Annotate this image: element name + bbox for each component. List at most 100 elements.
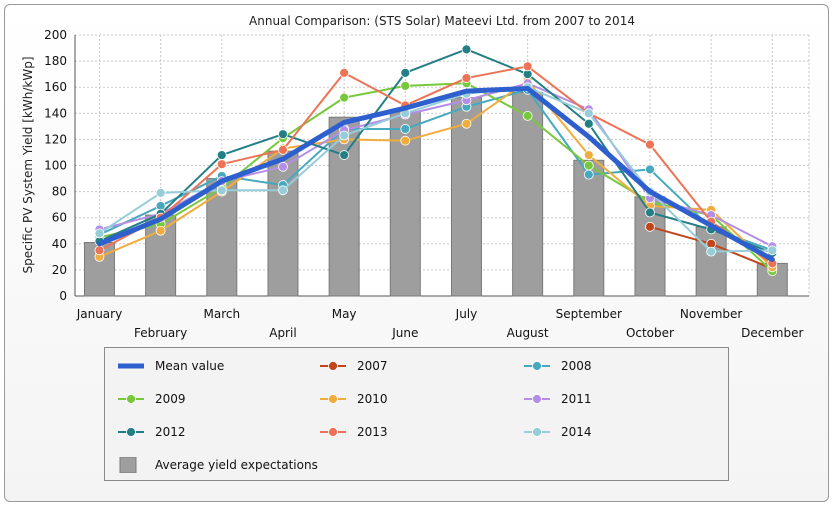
y-tick-label: 0 <box>59 289 67 303</box>
series-point-2010 <box>155 225 166 236</box>
legend-item: 2007 <box>317 357 388 375</box>
series-point-2012 <box>400 67 411 78</box>
series-point-2008 <box>583 169 594 180</box>
chart-legend: Mean value 2007 2008 2009 2010 2011 2012 2013 20… <box>104 347 729 481</box>
series-point-2014 <box>94 228 105 239</box>
bar-average-yield <box>695 226 727 297</box>
legend-swatch <box>115 457 147 473</box>
series-point-2012 <box>339 150 350 160</box>
legend-item: 2011 <box>521 390 592 408</box>
series-line-2014 <box>98 86 773 253</box>
legend-label: 2008 <box>561 359 592 373</box>
series-point-2013 <box>216 159 227 170</box>
y-tick-label: 100 <box>44 159 67 173</box>
x-tick-label: August <box>507 326 549 340</box>
y-tick-label: 200 <box>44 28 67 42</box>
legend-label: 2007 <box>357 359 388 373</box>
series-point-2014 <box>706 246 717 257</box>
legend-item: 2012 <box>115 423 186 441</box>
series-point-2009 <box>583 160 594 171</box>
series-point-2010 <box>400 135 411 146</box>
legend-item: 2009 <box>115 390 186 408</box>
x-tick-label: June <box>391 326 418 340</box>
series-point-2014 <box>278 185 288 196</box>
x-tick-label: October <box>626 326 674 340</box>
series-point-2012 <box>461 44 472 55</box>
series-point-2009 <box>400 80 411 91</box>
y-tick-label: 20 <box>52 263 67 277</box>
series-line-2012 <box>99 48 773 254</box>
legend-item: 2010 <box>317 390 388 408</box>
series-point-2009 <box>522 111 533 121</box>
legend-item: 2014 <box>521 423 592 441</box>
series-point-2013 <box>645 139 655 150</box>
legend-label: 2010 <box>357 392 388 406</box>
legend-item: 2008 <box>521 357 592 375</box>
series-point-2013 <box>461 73 472 83</box>
legend-swatch <box>317 424 349 440</box>
x-tick-label: November <box>680 307 742 321</box>
bar-average-yield <box>267 150 299 297</box>
legend-item: Average yield expectations <box>115 456 318 474</box>
series-point-2014 <box>216 185 227 196</box>
series-point-2009 <box>339 92 350 103</box>
series-line-mean <box>96 86 775 262</box>
legend-label: 2009 <box>155 392 186 406</box>
series-point-2012 <box>278 129 288 140</box>
y-tick-label: 160 <box>44 80 67 94</box>
series-point-2011 <box>278 161 288 172</box>
legend-label: 2011 <box>561 392 592 406</box>
series-point-2008 <box>400 124 411 134</box>
series-point-2014 <box>155 188 166 198</box>
series-point-2010 <box>461 118 472 129</box>
y-tick-label: 120 <box>44 132 67 146</box>
legend-swatch <box>317 391 349 407</box>
chart-title: Annual Comparison: (STS Solar) Mateevi L… <box>249 14 635 28</box>
series-point-2014 <box>339 130 350 141</box>
series-point-2013 <box>94 245 105 256</box>
legend-label: 2014 <box>561 425 592 439</box>
x-tick-label: January <box>76 307 123 321</box>
series-point-2014 <box>767 245 778 256</box>
series-point-2013 <box>522 61 533 72</box>
x-tick-label: September <box>556 307 622 321</box>
x-tick-label: December <box>741 326 803 340</box>
legend-swatch <box>115 391 147 407</box>
legend-label: 2013 <box>357 425 388 439</box>
legend-swatch <box>521 358 553 374</box>
x-tick-label: July <box>455 307 478 321</box>
plot-area <box>75 35 809 296</box>
x-tick-label: May <box>332 307 357 321</box>
bar-average-yield <box>573 159 605 297</box>
series-point-2010 <box>583 150 594 160</box>
series-point-2012 <box>645 207 655 218</box>
y-axis-label: Specific PV System Yield [kWh/kWp] <box>21 57 35 274</box>
y-tick-label: 140 <box>44 106 67 120</box>
legend-label: Average yield expectations <box>155 458 318 472</box>
legend-swatch <box>521 424 553 440</box>
series-line-2008 <box>99 88 773 252</box>
bar-average-yield <box>328 116 360 297</box>
series-line-2010 <box>99 79 773 269</box>
y-tick-label: 60 <box>52 211 67 225</box>
series-line-2009 <box>99 82 773 272</box>
legend-label: 2012 <box>155 425 186 439</box>
y-tick-label: 40 <box>52 237 67 251</box>
x-tick-label: March <box>204 307 241 321</box>
series-point-2012 <box>583 118 594 129</box>
series-point-2014 <box>583 108 594 119</box>
bar-average-yield <box>83 241 115 297</box>
legend-label: Mean value <box>155 359 225 373</box>
y-tick-label: 180 <box>44 54 67 68</box>
legend-swatch <box>521 391 553 407</box>
series-point-2008 <box>645 164 655 175</box>
series-point-2007 <box>645 221 655 232</box>
bar-average-yield <box>450 97 482 297</box>
series-point-2013 <box>278 144 288 155</box>
series-point-2012 <box>216 150 227 160</box>
x-tick-label: April <box>269 326 296 340</box>
x-tick-label: February <box>134 326 187 340</box>
legend-swatch <box>317 358 349 374</box>
bar-average-yield <box>512 91 544 297</box>
